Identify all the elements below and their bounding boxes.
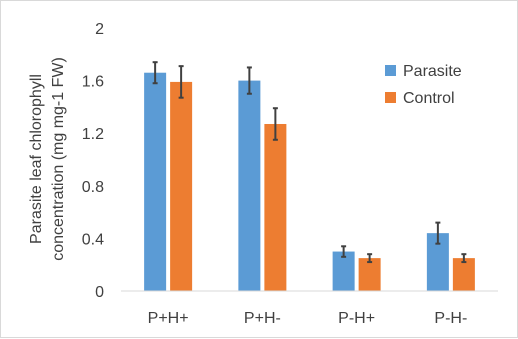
y-tick-label: 1.6: [82, 74, 104, 91]
y-tick-labels: 0 0.4 0.8 1.2 1.6 2: [82, 21, 104, 301]
y-tick-label: 0.4: [82, 231, 104, 248]
bar-control-0: [170, 81, 193, 291]
legend: Parasite Control: [385, 63, 462, 107]
y-axis-title: Parasite leaf chlorophyll concentration …: [28, 57, 67, 261]
legend-swatch-parasite: [385, 65, 396, 76]
bars: [144, 72, 475, 292]
legend-label-parasite: Parasite: [403, 63, 462, 80]
x-tick-labels: P+H+ P+H- P-H+ P-H-: [148, 310, 468, 327]
y-tick-label: 0: [95, 284, 104, 301]
bar-control-1: [264, 123, 287, 292]
legend-swatch-control: [385, 92, 396, 103]
bar-parasite-2: [332, 251, 355, 291]
y-axis-title-line-2: concentration (mg mg-1 FW): [50, 57, 67, 261]
y-tick-label: 0.8: [82, 179, 104, 196]
bar-parasite-1: [238, 80, 261, 291]
error-bars: [152, 61, 467, 264]
x-tick-label: P+H-: [244, 310, 281, 327]
legend-label-control: Control: [403, 90, 455, 107]
bar-control-2: [358, 258, 381, 291]
bar-parasite-0: [144, 72, 167, 292]
y-tick-label: 1.2: [82, 126, 104, 143]
bar-control-3: [452, 258, 475, 291]
y-tick-label: 2: [95, 21, 104, 38]
bar-parasite-3: [426, 233, 449, 291]
x-tick-label: P-H+: [338, 310, 375, 327]
y-axis-title-line-1: Parasite leaf chlorophyll: [28, 74, 45, 244]
x-tick-label: P-H-: [434, 310, 467, 327]
x-tick-label: P+H+: [148, 310, 189, 327]
